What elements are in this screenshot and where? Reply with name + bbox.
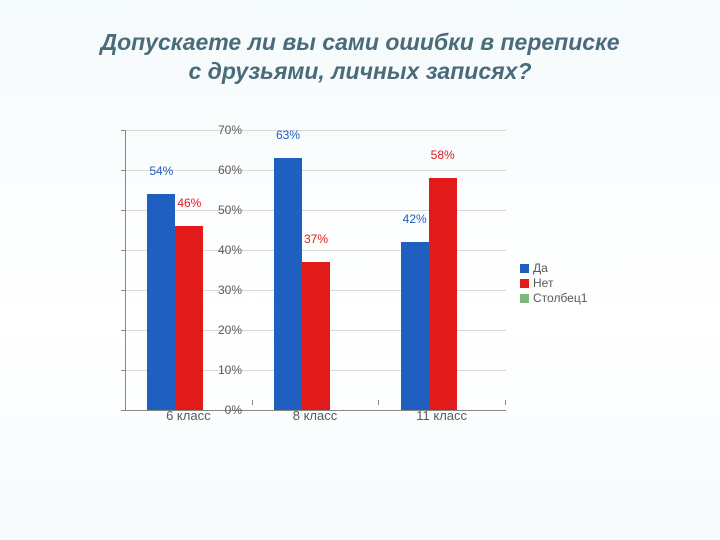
- legend-swatch: [520, 264, 529, 273]
- gridline: [126, 130, 506, 131]
- y-tick-mark: [121, 250, 126, 251]
- y-tick-label: 10%: [202, 363, 242, 377]
- x-tick-label: 11 класс: [416, 408, 467, 423]
- x-tick-mark: [252, 400, 253, 405]
- y-tick-mark: [121, 130, 126, 131]
- x-tick-mark: [378, 400, 379, 405]
- y-tick-label: 30%: [202, 283, 242, 297]
- y-tick-mark: [121, 330, 126, 331]
- bar-value-label: 63%: [276, 128, 300, 142]
- y-tick-label: 40%: [202, 243, 242, 257]
- y-tick-label: 60%: [202, 163, 242, 177]
- legend-item: Столбец1: [520, 291, 587, 305]
- legend-label: Нет: [533, 276, 553, 290]
- x-tick-label: 6 класс: [166, 408, 211, 423]
- legend: ДаНетСтолбец1: [520, 260, 587, 306]
- bar-value-label: 58%: [431, 148, 455, 162]
- bar-value-label: 37%: [304, 232, 328, 246]
- legend-label: Столбец1: [533, 291, 587, 305]
- legend-label: Да: [533, 261, 548, 275]
- x-tick-label: 8 класс: [293, 408, 338, 423]
- y-tick-mark: [121, 290, 126, 291]
- plot-area: 54% 46% 63% 37% 42% 58%: [125, 130, 506, 411]
- legend-swatch: [520, 279, 529, 288]
- bar-value-label: 54%: [149, 164, 173, 178]
- y-tick-label: 50%: [202, 203, 242, 217]
- y-tick-mark: [121, 370, 126, 371]
- x-tick-mark: [125, 400, 126, 405]
- y-tick-mark: [121, 410, 126, 411]
- y-tick-label: 70%: [202, 123, 242, 137]
- bar: [401, 242, 429, 410]
- bar-value-label: 42%: [403, 212, 427, 226]
- y-tick-label: 20%: [202, 323, 242, 337]
- bar-chart: 54%46%63%37%42%58% ДаНетСтолбец1 0%10%20…: [70, 120, 630, 460]
- y-tick-mark: [121, 210, 126, 211]
- x-tick-mark: [505, 400, 506, 405]
- bar: [147, 194, 175, 410]
- bar: [175, 226, 203, 410]
- bar: [429, 178, 457, 410]
- slide: Допускаете ли вы сами ошибки в переписке…: [0, 0, 720, 540]
- bar: [274, 158, 302, 410]
- legend-item: Нет: [520, 276, 587, 290]
- legend-item: Да: [520, 261, 587, 275]
- legend-swatch: [520, 294, 529, 303]
- y-tick-mark: [121, 170, 126, 171]
- bar: [302, 262, 330, 410]
- bar-value-label: 46%: [177, 196, 201, 210]
- gridline: [126, 170, 506, 171]
- slide-title: Допускаете ли вы сами ошибки в переписке…: [0, 28, 720, 86]
